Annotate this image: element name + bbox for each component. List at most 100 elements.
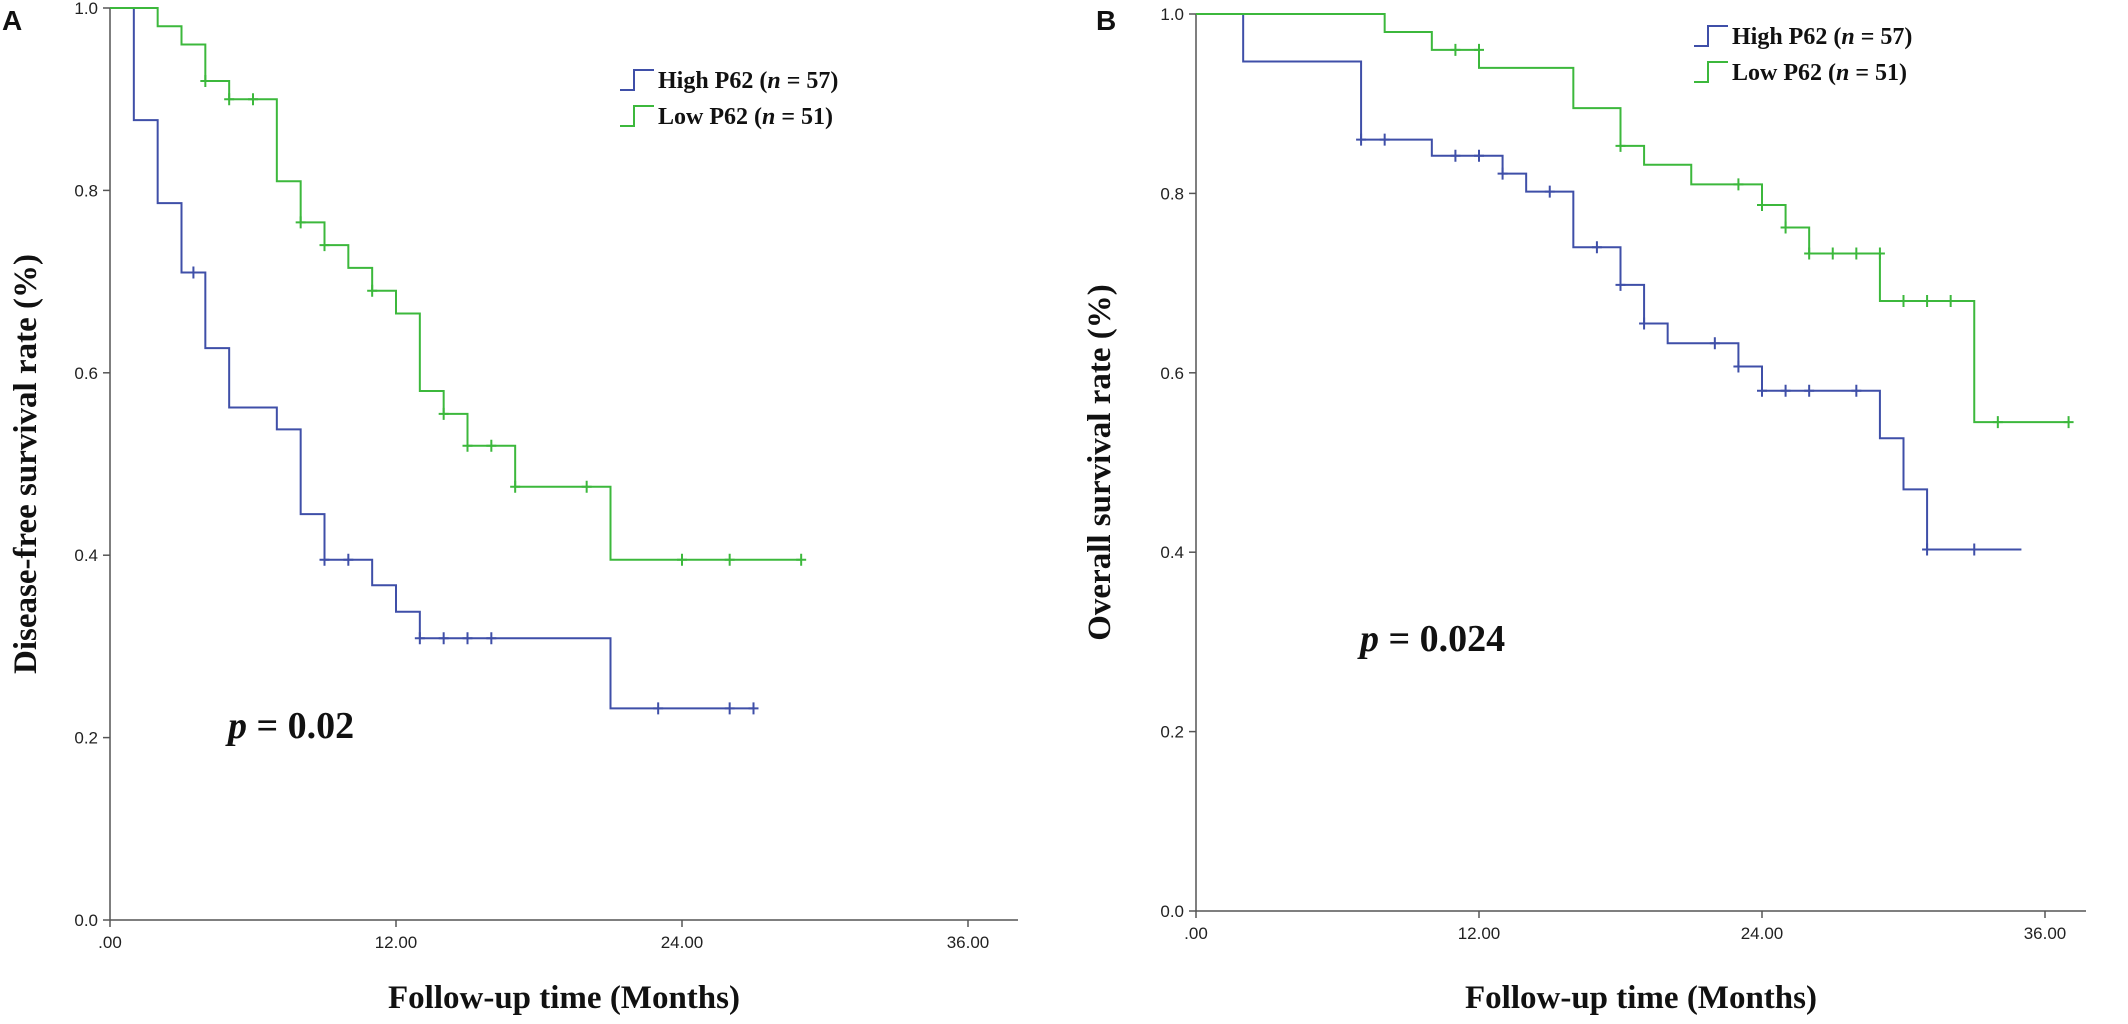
censor-mark: [1969, 543, 1980, 556]
chart-svg-b: 0.0 0.2 0.4 0.6 0.8 1.0 .00 12.00 24.00 36.00 Foll…: [1082, 5, 2086, 1016]
censor-mark: [462, 632, 473, 645]
y-tick-label: 0.2: [1160, 723, 1184, 742]
y-tick-label: 0.4: [74, 546, 98, 565]
censor-mark: [367, 284, 378, 297]
censor-mark: [510, 480, 521, 493]
censor-mark: [248, 93, 258, 106]
chart-svg-a: 0.0 0.2 0.4 0.6 0.8 1.0 .00 12.00 24.00 36.00 Foll…: [2, 0, 1018, 1016]
legend-label: Low P62 (n = 51): [658, 104, 833, 130]
censor-mark: [438, 407, 449, 420]
y-tick-label: 0.0: [1160, 902, 1184, 921]
p-value-annotation: p = 0.02: [225, 705, 354, 747]
survival-step-line: [1196, 13, 2069, 424]
censor-mark: [1804, 247, 1815, 260]
censor-mark: [1992, 416, 2003, 429]
y-tick-label: 0.8: [1160, 184, 1184, 203]
survival-step-line: [1196, 13, 2022, 551]
censor-mark: [1379, 133, 1390, 146]
y-tick-label: 1.0: [74, 0, 98, 18]
y-tick-label: 0.0: [74, 911, 98, 930]
censor-mark: [1639, 317, 1650, 330]
x-tick-label: .00: [1184, 924, 1208, 943]
panel-label: A: [2, 5, 22, 36]
censor-mark: [319, 553, 330, 566]
y-tick-label: 1.0: [1160, 5, 1184, 24]
censor-mark: [796, 553, 807, 566]
chart-panel-a: 0.0 0.2 0.4 0.6 0.8 1.0 .00 12.00 24.00 36.00 Foll…: [2, 0, 1018, 1016]
censor-mark: [1733, 360, 1744, 373]
censor-mark: [581, 480, 592, 493]
censor-mark: [1450, 149, 1461, 162]
censor-mark: [1615, 139, 1626, 152]
censor-mark: [1922, 295, 1933, 308]
series-high-p62: [110, 7, 759, 715]
x-tick-label: 24.00: [661, 933, 704, 952]
legend-swatch: [1694, 61, 1728, 83]
legend-swatch: [620, 69, 654, 91]
y-tick-label: 0.6: [1160, 364, 1184, 383]
censor-mark: [188, 266, 199, 279]
censor-mark: [1780, 221, 1791, 234]
censor-mark: [1474, 43, 1484, 56]
x-tick-label: 36.00: [947, 933, 990, 952]
x-tick-label: 24.00: [1741, 924, 1784, 943]
censor-mark: [486, 439, 497, 452]
censor-mark: [724, 702, 735, 715]
y-tick-label: 0.4: [1160, 543, 1184, 562]
censor-mark: [1945, 295, 1956, 308]
censor-mark: [1757, 384, 1767, 397]
censor-mark: [1544, 185, 1555, 198]
legend-label: Low P62 (n = 51): [1732, 60, 1907, 86]
censor-mark: [1922, 543, 1933, 556]
censor-mark: [1615, 278, 1626, 291]
censor-mark: [1450, 43, 1461, 56]
censor-mark: [1757, 199, 1767, 212]
censor-mark: [1874, 247, 1885, 260]
censor-mark: [1497, 167, 1508, 180]
censor-mark: [1851, 247, 1862, 260]
censor-mark: [438, 632, 449, 645]
censor-mark: [1898, 295, 1909, 308]
x-tick-label: 12.00: [375, 933, 418, 952]
y-axis-title: Disease-free survival rate (%): [8, 254, 44, 674]
series-high-p62: [1196, 13, 2022, 556]
censor-mark: [1591, 241, 1602, 254]
x-axis-title: Follow-up time (Months): [388, 980, 740, 1016]
censor-mark: [462, 439, 473, 452]
censor-mark: [1356, 133, 1367, 146]
censor-mark: [1851, 384, 1862, 397]
censor-mark: [200, 74, 211, 87]
censor-mark: [1733, 178, 1744, 191]
censor-mark: [748, 702, 759, 715]
legend-swatch: [620, 105, 654, 127]
survival-step-line: [110, 7, 754, 710]
x-tick-label: 36.00: [2024, 924, 2067, 943]
censor-mark: [2063, 416, 2074, 429]
panel-label: B: [1096, 5, 1116, 36]
censor-mark: [724, 553, 735, 566]
censor-mark: [1709, 337, 1720, 350]
censor-mark: [295, 216, 306, 229]
censor-mark: [1780, 384, 1791, 397]
legend-swatch: [1694, 25, 1728, 47]
x-axis-title: Follow-up time (Months): [1465, 980, 1817, 1016]
series-low-p62: [110, 7, 807, 566]
legend-label: High P62 (n = 57): [658, 68, 838, 94]
censor-mark: [677, 553, 687, 566]
y-tick-label: 0.6: [74, 364, 98, 383]
y-axis-title: Overall survival rate (%): [1082, 284, 1118, 641]
censor-mark: [224, 93, 235, 106]
censor-mark: [343, 553, 354, 566]
censor-mark: [1804, 384, 1815, 397]
censor-mark: [1827, 247, 1838, 260]
y-tick-label: 0.2: [74, 729, 98, 748]
x-tick-label: .00: [98, 933, 122, 952]
p-value-annotation: p = 0.024: [1357, 618, 1505, 660]
censor-mark: [653, 702, 664, 715]
chart-panel-b: 0.0 0.2 0.4 0.6 0.8 1.0 .00 12.00 24.00 36.00 Foll…: [1064, 0, 2128, 1024]
series-low-p62: [1196, 13, 2074, 429]
censor-mark: [486, 632, 497, 645]
y-tick-label: 0.8: [74, 181, 98, 200]
legend-label: High P62 (n = 57): [1732, 24, 1912, 50]
censor-mark: [319, 239, 330, 252]
